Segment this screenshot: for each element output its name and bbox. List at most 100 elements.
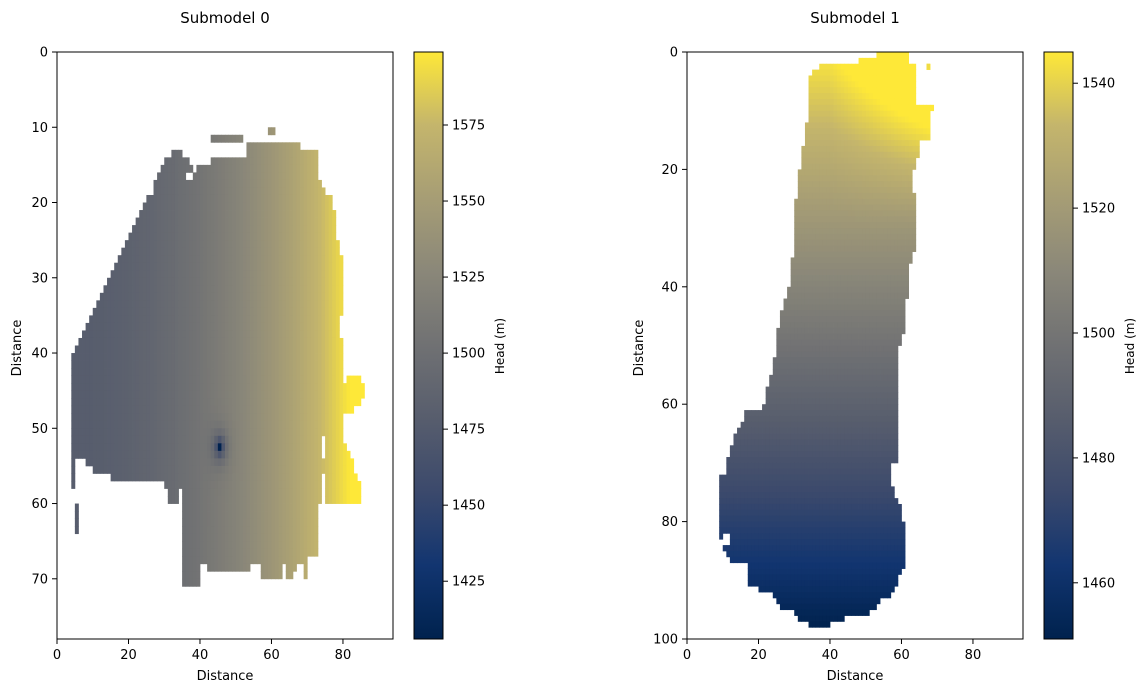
heatmap-cell [92, 330, 97, 339]
heatmap-cell [307, 285, 312, 294]
heatmap-cell [271, 277, 276, 286]
heatmap-cell [307, 368, 312, 377]
heatmap-cell [178, 157, 183, 166]
heatmap-cell [110, 285, 115, 294]
heatmap-cell [203, 300, 208, 309]
heatmap-cell [271, 458, 276, 467]
heatmap-cell [164, 435, 169, 444]
heatmap-cell [300, 277, 305, 286]
heatmap-cell [325, 413, 330, 422]
heatmap-cell [207, 353, 212, 361]
heatmap-cell [897, 298, 902, 305]
heatmap-cell [174, 398, 179, 407]
heatmap-cell [296, 443, 301, 452]
heatmap-cell [808, 322, 813, 329]
heatmap-cell [99, 322, 104, 331]
heatmap-cell [139, 450, 144, 459]
heatmap-cell [300, 375, 305, 384]
heatmap-cell [214, 345, 219, 354]
heatmap-cell [178, 285, 183, 294]
heatmap-cell [203, 315, 208, 324]
heatmap-cell [862, 134, 867, 141]
heatmap-cell [908, 140, 913, 147]
heatmap-cell [149, 217, 154, 226]
heatmap-cell [300, 164, 305, 173]
heatmap-cell [253, 533, 258, 542]
heatmap-cell [132, 360, 137, 369]
heatmap-cell [182, 307, 187, 316]
heatmap-cell [225, 480, 229, 489]
heatmap-cell [310, 164, 315, 173]
heatmap-cell [157, 458, 162, 467]
heatmap-cell [246, 315, 251, 324]
heatmap-cell [822, 322, 827, 329]
heatmap-cell [160, 322, 165, 331]
heatmap-cell [225, 526, 229, 535]
heatmap-cell [171, 292, 176, 301]
heatmap-cell [207, 443, 212, 452]
heatmap-cell [178, 473, 183, 482]
heatmap-cell [146, 330, 151, 339]
colorbar-tick-label: 1575 [452, 118, 485, 133]
heatmap-cell [221, 556, 226, 565]
heatmap-cell [905, 140, 910, 147]
heatmap-cell [178, 398, 183, 407]
heatmap-cell [199, 330, 204, 339]
heatmap-cell [278, 202, 283, 211]
heatmap-cell [271, 398, 276, 407]
heatmap-cell [819, 316, 824, 323]
heatmap-cell [865, 257, 870, 264]
heatmap-cell [876, 216, 881, 223]
heatmap-cell [196, 164, 201, 173]
heatmap-cell [267, 383, 272, 392]
heatmap-cell [182, 315, 187, 324]
heatmap-cell [783, 304, 788, 311]
heatmap-cell [257, 420, 262, 429]
heatmap-cell [271, 142, 276, 151]
heatmap-cell [865, 304, 870, 311]
heatmap-cell [246, 465, 251, 474]
heatmap-cell [203, 247, 208, 256]
heatmap-cell [135, 383, 140, 392]
heatmap-cell [221, 225, 226, 234]
heatmap-cell [285, 142, 290, 151]
heatmap-cell [85, 322, 90, 331]
heatmap-cell [246, 345, 251, 354]
heatmap-cell [278, 353, 283, 361]
heatmap-cell [232, 458, 237, 467]
heatmap-cell [837, 175, 842, 182]
heatmap-cell [890, 187, 895, 194]
heatmap-cell [149, 337, 154, 346]
heatmap-cell [221, 187, 226, 196]
heatmap-cell [285, 262, 290, 271]
heatmap-cell [214, 337, 219, 346]
heatmap-cell [71, 353, 76, 361]
heatmap-cell [328, 398, 333, 407]
heatmap-cell [203, 526, 208, 535]
heatmap-cell [289, 511, 294, 519]
heatmap-cell [250, 322, 254, 331]
heatmap-cell [174, 315, 179, 324]
heatmap-cell [253, 541, 258, 550]
heatmap-cell [171, 488, 176, 497]
heatmap-cell [890, 75, 895, 82]
heatmap-cell [869, 280, 874, 288]
heatmap-cell [217, 383, 222, 392]
heatmap-cell [847, 204, 852, 211]
heatmap-cell [332, 405, 337, 414]
heatmap-cell [232, 240, 237, 249]
heatmap-cell [801, 245, 806, 252]
heatmap-cell [819, 128, 824, 135]
heatmap-cell [160, 277, 165, 286]
heatmap-cell [199, 164, 204, 173]
heatmap-cell [164, 240, 169, 249]
heatmap-cell [332, 307, 337, 316]
heatmap-cell [185, 413, 190, 422]
heatmap-cell [182, 473, 187, 482]
heatmap-cell [157, 307, 162, 316]
heatmap-cell [296, 375, 301, 384]
heatmap-cell [869, 134, 874, 141]
heatmap-cell [178, 420, 183, 429]
heatmap-cell [160, 345, 165, 354]
heatmap-cell [232, 465, 237, 474]
